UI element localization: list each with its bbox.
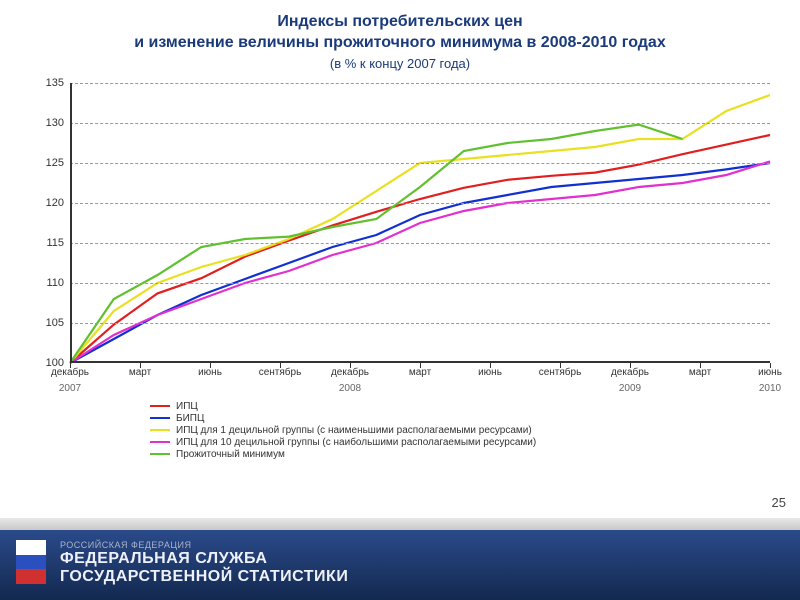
- legend-swatch: [150, 405, 170, 407]
- legend-item: ИПЦ: [150, 401, 800, 412]
- line-chart: 100105110115120125130135декабрьмартиюньс…: [70, 83, 770, 363]
- legend-item: Прожиточный минимум: [150, 449, 800, 460]
- footer: РОССИЙСКАЯ ФЕДЕРАЦИЯ ФЕДЕРАЛЬНАЯ СЛУЖБА …: [0, 518, 800, 600]
- legend-swatch: [150, 417, 170, 419]
- y-tick-label: 115: [46, 237, 64, 249]
- x-year-label: 2009: [619, 383, 641, 394]
- legend-label: БИПЦ: [176, 413, 204, 424]
- x-year-label: 2010: [759, 383, 781, 394]
- chart-title-block: Индексы потребительских цен и изменение …: [0, 0, 800, 75]
- y-tick-label: 120: [46, 197, 64, 209]
- legend-item: ИПЦ для 10 децильной группы (с наибольши…: [150, 437, 800, 448]
- y-tick-label: 125: [46, 157, 64, 169]
- footer-line2a: ФЕДЕРАЛЬНАЯ СЛУЖБА: [60, 550, 348, 568]
- x-year-label: 2007: [59, 383, 81, 394]
- footer-line1: РОССИЙСКАЯ ФЕДЕРАЦИЯ: [60, 540, 348, 550]
- x-tick-label: сентябрь: [259, 367, 302, 378]
- legend-swatch: [150, 453, 170, 455]
- chart-title-line2: и изменение величины прожиточного миниму…: [40, 33, 760, 54]
- flag-icon: [16, 540, 46, 584]
- x-tick-label: декабрь: [331, 367, 369, 378]
- y-tick-label: 105: [46, 317, 64, 329]
- x-tick-label: март: [689, 367, 711, 378]
- series-ipc: [70, 135, 770, 363]
- y-tick-label: 110: [46, 277, 64, 289]
- legend-label: Прожиточный минимум: [176, 449, 285, 460]
- footer-text: РОССИЙСКАЯ ФЕДЕРАЦИЯ ФЕДЕРАЛЬНАЯ СЛУЖБА …: [60, 540, 348, 585]
- chart-subtitle: (в % к концу 2007 года): [40, 56, 760, 71]
- legend-label: ИПЦ: [176, 401, 198, 412]
- legend-swatch: [150, 441, 170, 443]
- legend-label: ИПЦ для 10 децильной группы (с наибольши…: [176, 437, 536, 448]
- x-tick-label: июнь: [758, 367, 782, 378]
- chart-legend: ИПЦБИПЦИПЦ для 1 децильной группы (с наи…: [150, 401, 800, 460]
- legend-item: ИПЦ для 1 децильной группы (с наименьшим…: [150, 425, 800, 436]
- y-tick-label: 135: [46, 77, 64, 89]
- x-tick-label: июнь: [478, 367, 502, 378]
- x-tick-label: сентябрь: [539, 367, 582, 378]
- legend-item: БИПЦ: [150, 413, 800, 424]
- series-d10: [70, 161, 770, 363]
- page-number: 25: [772, 495, 786, 510]
- chart-title-line1: Индексы потребительских цен: [40, 12, 760, 33]
- x-tick-label: март: [409, 367, 431, 378]
- y-tick-label: 130: [46, 117, 64, 129]
- legend-label: ИПЦ для 1 децильной группы (с наименьшим…: [176, 425, 532, 436]
- legend-swatch: [150, 429, 170, 431]
- footer-line2b: ГОСУДАРСТВЕННОЙ СТАТИСТИКИ: [60, 568, 348, 586]
- x-year-label: 2008: [339, 383, 361, 394]
- x-tick-label: декабрь: [611, 367, 649, 378]
- x-tick-label: март: [129, 367, 151, 378]
- x-tick-label: июнь: [198, 367, 222, 378]
- x-tick-label: декабрь: [51, 367, 89, 378]
